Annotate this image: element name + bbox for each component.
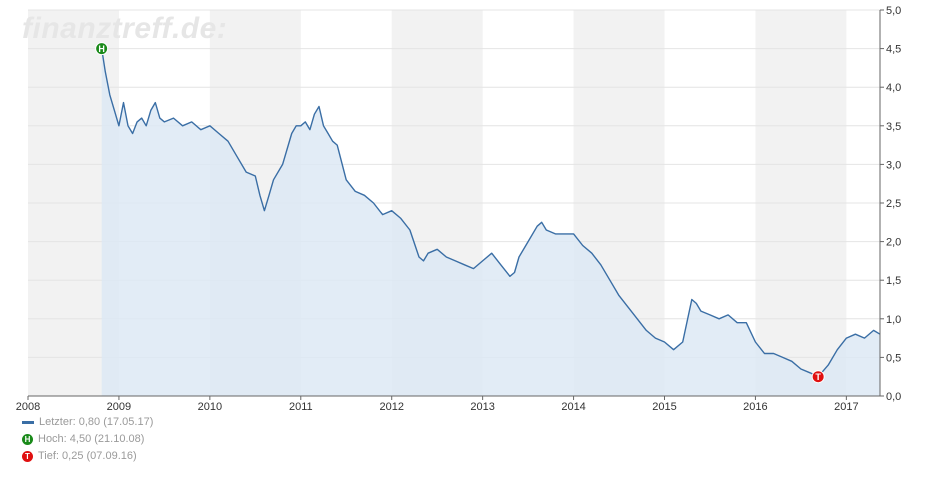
- y-tick-label: 1,5: [886, 275, 901, 287]
- x-tick-label: 2017: [834, 401, 858, 413]
- high-marker-letter: H: [98, 44, 105, 54]
- legend-last-text: Letzter: 0,80 (17.05.17): [39, 416, 154, 428]
- x-tick-label: 2009: [107, 401, 131, 413]
- legend-low: T Tief: 0,25 (07.09.16): [22, 450, 137, 462]
- legend-low-text: Tief: 0,25 (07.09.16): [38, 450, 137, 462]
- y-tick-label: 2,5: [886, 198, 901, 210]
- high-marker: [95, 42, 109, 56]
- x-tick-label: 2015: [652, 401, 676, 413]
- extreme-markers: HT: [95, 42, 825, 384]
- line-swatch-icon: [22, 420, 34, 424]
- legend-high-text: Hoch: 4,50 (21.10.08): [38, 433, 145, 445]
- y-tick-label: 5,0: [886, 5, 901, 17]
- x-axis-ticks: 2008 2009 2010 2011 2012 2013 2014 2015 2016 2017: [16, 396, 859, 413]
- x-tick-label: 2013: [470, 401, 494, 413]
- low-marker-icon: T: [22, 450, 33, 462]
- watermark-logo: finanztreff.de:: [22, 12, 228, 45]
- x-tick-label: 2014: [561, 401, 585, 413]
- x-tick-label: 2011: [289, 401, 313, 413]
- price-area: [101, 48, 880, 396]
- low-marker: [811, 370, 825, 384]
- y-tick-label: 0,0: [886, 391, 901, 403]
- y-tick-label: 4,5: [886, 44, 901, 56]
- y-axis-ticks: 0,0 0,5 1,0 1,5 2,0 2,5 3,0 3,5 4,0 4,5 5,0: [879, 5, 901, 403]
- y-tick-label: 2,0: [886, 237, 901, 249]
- high-marker-icon: H: [22, 433, 33, 445]
- low-marker-letter: T: [815, 372, 821, 382]
- x-tick-label: 2010: [198, 401, 222, 413]
- y-tick-label: 0,5: [886, 352, 901, 364]
- y-tick-label: 1,0: [886, 314, 901, 326]
- legend-high: H Hoch: 4,50 (21.10.08): [22, 433, 144, 445]
- x-tick-label: 2016: [743, 401, 767, 413]
- price-line: [101, 48, 881, 378]
- y-tick-label: 3,0: [886, 159, 901, 171]
- legend-last: Letzter: 0,80 (17.05.17): [22, 416, 153, 428]
- x-tick-label: 2012: [379, 401, 403, 413]
- x-tick-label: 2008: [16, 401, 40, 413]
- y-tick-label: 3,5: [886, 121, 901, 133]
- y-tick-label: 4,0: [886, 82, 901, 94]
